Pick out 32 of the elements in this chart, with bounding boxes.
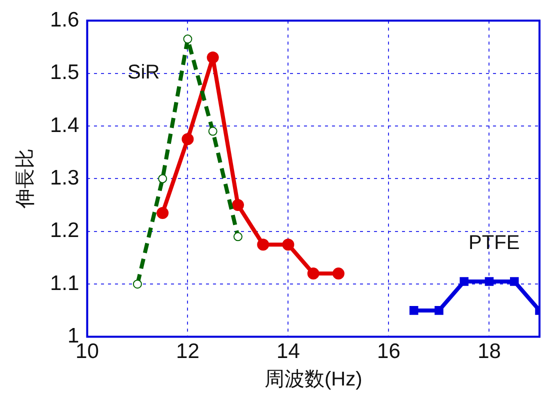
point bbox=[206, 51, 219, 64]
point bbox=[282, 238, 294, 251]
point bbox=[183, 34, 192, 44]
series-label: PTFE bbox=[468, 232, 520, 254]
point bbox=[460, 277, 469, 286]
point bbox=[232, 199, 244, 212]
point bbox=[434, 306, 444, 315]
x-tick-label: 14 bbox=[276, 340, 300, 364]
y-tick-label: 1.3 bbox=[50, 166, 80, 190]
point bbox=[132, 280, 142, 289]
point bbox=[409, 306, 418, 315]
y-axis-title: 伸長比 bbox=[14, 148, 37, 210]
x-tick-label: 18 bbox=[478, 340, 501, 364]
point bbox=[156, 206, 169, 219]
y-tick-label: 1.2 bbox=[50, 219, 80, 242]
x-tick-label: 16 bbox=[377, 340, 400, 364]
x-tick-label: 12 bbox=[176, 340, 200, 364]
point bbox=[510, 277, 519, 286]
y-tick-label: 1.1 bbox=[50, 272, 80, 295]
point bbox=[182, 133, 194, 146]
y-tick-label: 1.5 bbox=[50, 61, 80, 84]
series-label: SiR bbox=[127, 62, 160, 84]
point bbox=[208, 126, 218, 136]
point bbox=[233, 232, 242, 242]
y-tick-label: 1.6 bbox=[50, 8, 80, 32]
y-tick-label: 1.4 bbox=[50, 114, 80, 137]
point bbox=[484, 277, 494, 286]
point bbox=[257, 238, 270, 251]
x-axis-title: 周波数(Hz) bbox=[264, 368, 362, 391]
point bbox=[307, 268, 320, 280]
point bbox=[158, 174, 168, 184]
point bbox=[332, 268, 344, 280]
